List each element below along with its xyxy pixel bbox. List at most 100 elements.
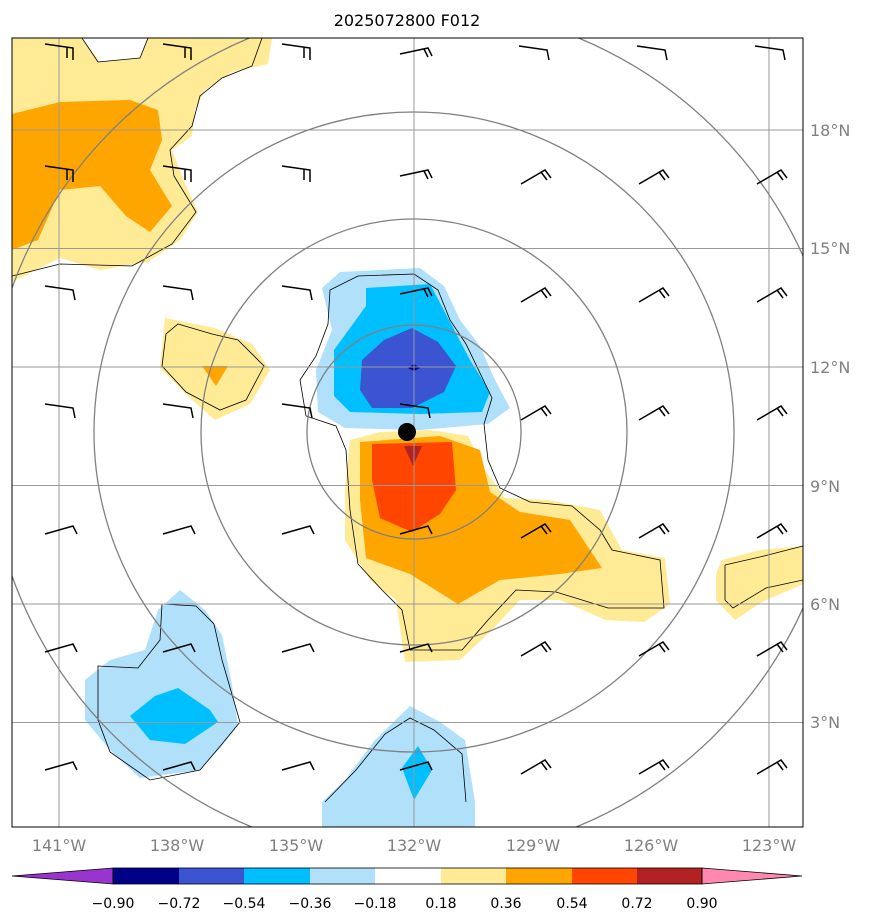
colorbar-tick-label: −0.90 <box>92 896 135 912</box>
longitude-labels: 141°W 138°W 135°W 132°W 129°W 126°W 123°… <box>32 836 797 855</box>
wind-barb <box>638 287 670 303</box>
range-ring-1 <box>306 324 522 540</box>
contour-line <box>299 273 665 651</box>
wind-barb <box>399 403 431 419</box>
lon-label-138w: 138°W <box>150 836 205 855</box>
contour-positive-east <box>716 546 803 620</box>
wind-barb <box>638 405 670 421</box>
contour-nw-gap <box>82 38 148 62</box>
wind-barb <box>756 169 788 185</box>
wind-barb <box>520 169 552 185</box>
map-frame <box>11 37 804 828</box>
wind-barb <box>162 165 192 182</box>
filled-contours <box>12 38 803 827</box>
lat-label-9n: 9°N <box>810 477 840 496</box>
lat-label-15n: 15°N <box>810 239 850 258</box>
colorbar-bin <box>310 868 375 884</box>
figure-title: 2025072800 F012 <box>334 11 481 30</box>
wind-barb <box>638 641 670 657</box>
wind-barb <box>44 525 78 535</box>
colorbar-tick-label: −0.54 <box>223 896 266 912</box>
wind-barb <box>518 45 550 61</box>
colorbar-bin <box>179 868 244 884</box>
wind-barb <box>44 43 74 60</box>
wind-barb <box>520 641 552 657</box>
contour-negative-south-inner <box>402 746 432 800</box>
wind-barb <box>162 643 196 653</box>
colorbar-bin <box>441 868 506 884</box>
wind-barb <box>756 287 788 303</box>
range-rings <box>12 38 803 827</box>
latitude-labels: 18°N 15°N 12°N 9°N 6°N 3°N <box>810 121 850 732</box>
contour-line <box>97 603 241 781</box>
colorbar-tick-label: 0.36 <box>490 896 521 912</box>
wind-barb <box>162 403 194 419</box>
gridlines <box>12 38 803 827</box>
colorbar-tick-label: 0.18 <box>425 896 456 912</box>
wind-barb <box>399 287 433 298</box>
wind-barb <box>636 45 668 61</box>
wind-barb <box>44 165 74 182</box>
storm-center-marker <box>398 423 416 441</box>
lon-label-135w: 135°W <box>269 836 324 855</box>
colorbar-bin <box>244 868 310 884</box>
wind-barb <box>638 523 670 539</box>
lon-label-132w: 132°W <box>387 836 442 855</box>
lon-label-126w: 126°W <box>624 836 679 855</box>
contour-negative-south <box>322 706 475 827</box>
contour-line <box>724 545 803 566</box>
wind-barb <box>638 169 670 185</box>
wind-barb <box>162 761 196 771</box>
lat-label-18n: 18°N <box>810 121 850 140</box>
contour-line <box>12 38 263 277</box>
colorbar-extend-low <box>11 867 114 885</box>
wind-barb <box>638 759 670 775</box>
wind-barb <box>520 405 552 421</box>
wind-barb <box>281 285 313 301</box>
wind-barb <box>756 405 788 421</box>
range-ring-2 <box>200 218 628 646</box>
wind-barb <box>281 761 315 771</box>
contour-positive-nw-inner <box>12 100 172 250</box>
lat-label-6n: 6°N <box>810 595 840 614</box>
colorbar-tick-label: 0.54 <box>556 896 587 912</box>
wind-barb <box>281 525 315 535</box>
wind-barb <box>754 45 786 61</box>
wind-barb <box>399 169 433 180</box>
wind-barb <box>399 525 433 535</box>
lat-label-3n: 3°N <box>810 713 840 732</box>
wind-barb <box>756 523 788 539</box>
wind-barb <box>162 43 192 60</box>
wind-barb <box>162 525 196 535</box>
lon-label-123w: 123°W <box>742 836 797 855</box>
wind-barbs <box>44 43 788 775</box>
wind-barb <box>520 523 552 539</box>
contour-positive-w-inner <box>202 366 228 386</box>
wind-barb <box>399 761 433 771</box>
wind-barb <box>399 47 433 58</box>
wind-barb <box>44 285 76 301</box>
wind-barb <box>520 287 552 303</box>
wind-barb <box>44 643 78 653</box>
contour-line <box>724 565 803 609</box>
colorbar-extend-high <box>701 867 803 885</box>
contour-line <box>161 323 265 411</box>
lat-label-12n: 12°N <box>810 358 850 377</box>
wind-barb <box>756 759 788 775</box>
colorbar-bin <box>572 868 637 884</box>
colorbar-tick-label: −0.36 <box>289 896 332 912</box>
colorbar-bin <box>637 868 702 884</box>
colorbar-tick-label: −0.18 <box>354 896 397 912</box>
wind-barb <box>281 165 311 182</box>
lon-label-129w: 129°W <box>506 836 561 855</box>
colorbar-tick-label: 0.90 <box>686 896 717 912</box>
colorbar: −0.90 −0.72 −0.54 −0.36 −0.18 0.18 0.36 … <box>11 867 803 912</box>
wind-barb <box>281 643 315 653</box>
map-area <box>12 38 803 827</box>
wind-barb <box>281 43 311 60</box>
wind-barb <box>44 403 76 419</box>
wind-barb <box>520 759 552 775</box>
contour-lines <box>12 38 803 803</box>
contour-line <box>324 717 467 803</box>
